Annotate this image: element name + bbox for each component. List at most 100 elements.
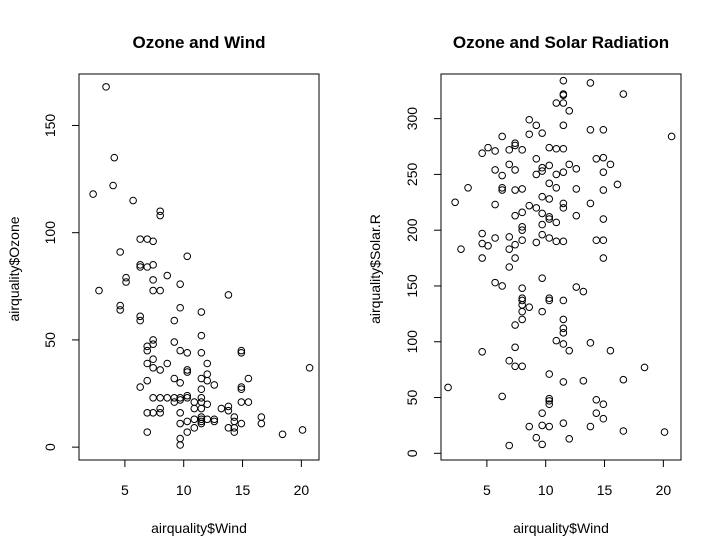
scatter-point — [210, 381, 219, 389]
scatter-point — [518, 208, 526, 217]
scatter-point — [257, 413, 266, 421]
scatter-point — [491, 147, 499, 155]
scatter-point — [203, 359, 212, 368]
scatter-point — [565, 107, 574, 115]
scatter-point — [457, 245, 465, 253]
scatter-point — [545, 234, 554, 242]
scatter-point — [197, 415, 206, 424]
scatter-point — [538, 409, 546, 417]
scatter-point — [505, 245, 514, 253]
y-tick-label: 300 — [404, 107, 420, 131]
scatter-point — [552, 144, 561, 153]
scatter-point — [170, 316, 179, 325]
scatter-point — [667, 132, 676, 141]
x-tick-label: 20 — [294, 482, 310, 498]
scatter-point — [451, 198, 459, 207]
chart-title: Ozone and Solar Radiation — [453, 33, 669, 52]
scatter-point — [183, 348, 192, 357]
scatter-point — [552, 336, 561, 345]
scatter-point — [511, 254, 519, 262]
scatter-point — [545, 161, 554, 170]
scatter-point — [197, 404, 206, 413]
scatter-point — [163, 359, 172, 368]
scatter-point — [143, 359, 152, 368]
scatter-point — [210, 417, 219, 426]
scatter-point — [149, 394, 157, 402]
scatter-point — [491, 234, 499, 242]
scatter-point — [491, 278, 499, 287]
scatter-point — [518, 236, 526, 245]
scatter-point — [156, 286, 164, 295]
scatter-point — [619, 427, 628, 435]
scatter-point — [156, 404, 164, 413]
scatter-point — [559, 315, 568, 324]
y-tick-label: 150 — [404, 274, 420, 298]
y-tick-label: 150 — [42, 114, 58, 138]
scatter-point — [498, 392, 506, 401]
scatter-point — [237, 419, 246, 428]
y-tick-label: 0 — [404, 449, 420, 457]
scatter-point — [237, 398, 246, 406]
scatter-point — [599, 215, 608, 223]
scatter-point — [545, 195, 554, 203]
scatter-point — [176, 280, 184, 288]
scatter-point — [110, 153, 119, 162]
scatter-point — [203, 376, 212, 385]
scatter-point — [525, 201, 534, 210]
scatter-point — [149, 276, 157, 284]
scatter-point — [592, 236, 601, 245]
scatter-point — [156, 366, 164, 374]
scatter-point — [559, 199, 568, 208]
scatter-point — [149, 336, 157, 344]
scatter-point — [491, 200, 499, 209]
scatter-point — [163, 394, 172, 402]
scatter-point — [136, 312, 144, 321]
scatter-point — [183, 428, 192, 436]
scatter-point — [532, 238, 541, 247]
scatter-point — [156, 394, 164, 402]
scatter-point — [176, 419, 184, 428]
scatter-point — [149, 237, 157, 246]
scatter-point — [298, 426, 307, 434]
scatter-point — [559, 296, 568, 305]
scatter-point — [579, 287, 588, 296]
scatter-point — [183, 366, 192, 374]
scatter-point — [592, 154, 601, 163]
scatter-point — [640, 363, 649, 372]
scatter-point — [592, 409, 601, 417]
plot-frame — [78, 73, 320, 461]
scatter-point — [518, 301, 526, 309]
scatter-point — [143, 346, 152, 355]
scatter-point — [565, 160, 574, 169]
scatter-point — [156, 211, 164, 220]
scatter-point — [511, 240, 519, 249]
scatter-point — [559, 168, 568, 176]
scatter-point — [498, 171, 506, 180]
scatter-point — [505, 356, 514, 365]
scatter-point — [545, 296, 554, 305]
scatter-point — [511, 343, 519, 352]
scatter-point — [606, 346, 615, 355]
scatter-point — [525, 115, 534, 124]
scatter-point — [586, 422, 595, 431]
scatter-point — [586, 79, 595, 87]
scatter-point — [498, 183, 506, 192]
scatter-point — [176, 379, 184, 387]
plot-frame — [440, 73, 682, 461]
scatter-point — [518, 315, 526, 324]
scatter-point — [190, 424, 199, 432]
scatter-point — [545, 294, 554, 303]
scatter-point — [89, 190, 97, 198]
scatter-point — [197, 394, 206, 402]
scatter-point — [538, 129, 546, 137]
scatter-point — [498, 282, 506, 290]
scatter-point — [136, 235, 144, 243]
scatter-point — [545, 397, 554, 405]
scatter-point — [586, 199, 595, 208]
scatter-point — [559, 419, 568, 427]
scatter-point — [511, 139, 519, 147]
scatter-point — [545, 370, 554, 378]
scatter-point — [203, 370, 212, 379]
scatter-point — [170, 374, 179, 383]
